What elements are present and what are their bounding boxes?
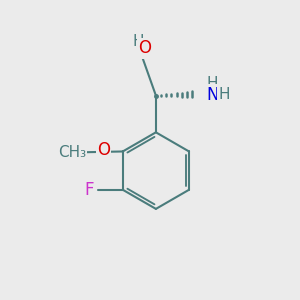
Text: F: F: [85, 181, 94, 199]
Text: H: H: [218, 87, 230, 102]
Text: N: N: [206, 85, 219, 103]
Text: CH₃: CH₃: [58, 145, 86, 160]
Text: O: O: [139, 39, 152, 57]
Text: H: H: [207, 76, 218, 91]
Text: H: H: [133, 34, 144, 49]
Text: O: O: [97, 141, 110, 159]
